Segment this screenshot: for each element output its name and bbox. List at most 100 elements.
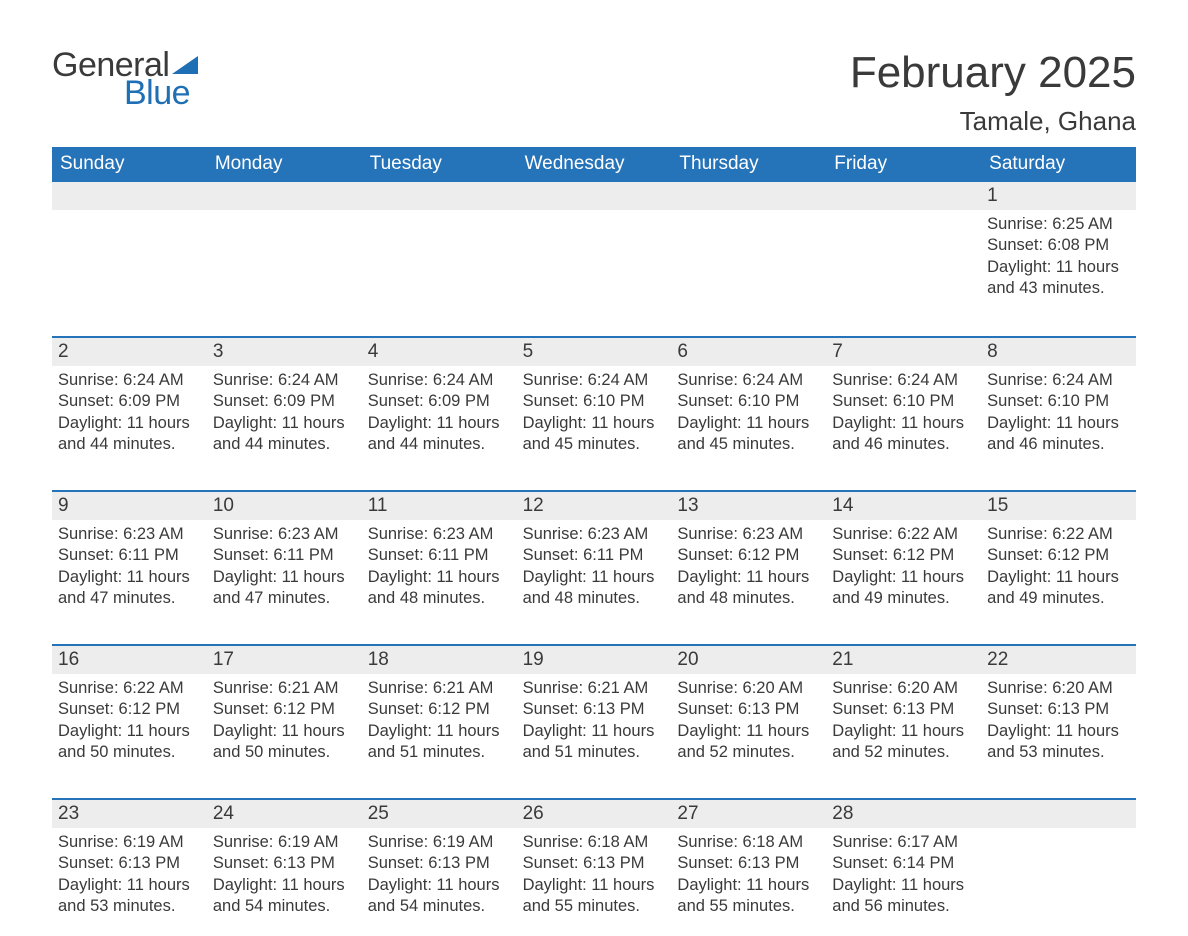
dow-tuesday: Tuesday	[362, 147, 517, 182]
days-of-week-header: Sunday Monday Tuesday Wednesday Thursday…	[52, 147, 1136, 182]
day-daylight1: Daylight: 11 hours	[519, 413, 666, 434]
day-daylight2: and 50 minutes.	[209, 742, 356, 763]
day-daylight2: and 48 minutes.	[673, 588, 820, 609]
day-sunrise: Sunrise: 6:23 AM	[519, 524, 666, 545]
calendar-day-cell: 6Sunrise: 6:24 AMSunset: 6:10 PMDaylight…	[671, 338, 826, 474]
calendar-week: 9Sunrise: 6:23 AMSunset: 6:11 PMDaylight…	[52, 490, 1136, 628]
day-sunrise: Sunrise: 6:23 AM	[673, 524, 820, 545]
day-number: 26	[517, 800, 672, 828]
day-daylight2: and 44 minutes.	[209, 434, 356, 455]
calendar-day-cell	[52, 182, 207, 320]
day-daylight1: Daylight: 11 hours	[364, 875, 511, 896]
calendar-day-cell: 2Sunrise: 6:24 AMSunset: 6:09 PMDaylight…	[52, 338, 207, 474]
day-number	[671, 182, 826, 210]
day-sunrise: Sunrise: 6:21 AM	[364, 678, 511, 699]
dow-sunday: Sunday	[52, 147, 207, 182]
day-number: 28	[826, 800, 981, 828]
day-daylight2: and 47 minutes.	[209, 588, 356, 609]
day-sunset: Sunset: 6:12 PM	[673, 545, 820, 566]
day-daylight2: and 44 minutes.	[364, 434, 511, 455]
day-daylight2: and 44 minutes.	[54, 434, 201, 455]
day-sunrise: Sunrise: 6:23 AM	[54, 524, 201, 545]
day-daylight2: and 54 minutes.	[364, 896, 511, 917]
day-daylight1: Daylight: 11 hours	[673, 875, 820, 896]
day-daylight1: Daylight: 11 hours	[519, 875, 666, 896]
day-sunrise: Sunrise: 6:24 AM	[828, 370, 975, 391]
calendar-day-cell: 14Sunrise: 6:22 AMSunset: 6:12 PMDayligh…	[826, 492, 981, 628]
day-sunrise: Sunrise: 6:19 AM	[54, 832, 201, 853]
day-daylight1: Daylight: 11 hours	[828, 567, 975, 588]
brand-triangle-icon	[172, 56, 198, 74]
day-sunrise: Sunrise: 6:24 AM	[364, 370, 511, 391]
day-number	[517, 182, 672, 210]
day-number: 5	[517, 338, 672, 366]
day-daylight1: Daylight: 11 hours	[519, 721, 666, 742]
day-sunset: Sunset: 6:13 PM	[519, 699, 666, 720]
day-sunset: Sunset: 6:10 PM	[983, 391, 1130, 412]
day-daylight1: Daylight: 11 hours	[54, 567, 201, 588]
day-sunset: Sunset: 6:09 PM	[209, 391, 356, 412]
day-sunrise: Sunrise: 6:24 AM	[673, 370, 820, 391]
calendar-day-cell	[981, 800, 1136, 936]
calendar-day-cell: 7Sunrise: 6:24 AMSunset: 6:10 PMDaylight…	[826, 338, 981, 474]
day-daylight1: Daylight: 11 hours	[828, 413, 975, 434]
day-number: 27	[671, 800, 826, 828]
title-block: February 2025 Tamale, Ghana	[850, 48, 1136, 137]
day-sunset: Sunset: 6:13 PM	[209, 853, 356, 874]
day-number: 8	[981, 338, 1136, 366]
day-sunset: Sunset: 6:12 PM	[364, 699, 511, 720]
day-daylight2: and 53 minutes.	[983, 742, 1130, 763]
day-number: 6	[671, 338, 826, 366]
day-sunset: Sunset: 6:12 PM	[54, 699, 201, 720]
calendar-week: 16Sunrise: 6:22 AMSunset: 6:12 PMDayligh…	[52, 644, 1136, 782]
day-daylight1: Daylight: 11 hours	[364, 721, 511, 742]
day-number: 14	[826, 492, 981, 520]
day-number	[826, 182, 981, 210]
calendar-day-cell: 27 Sunrise: 6:18 AMSunset: 6:13 PMDayligh…	[671, 800, 826, 936]
day-daylight2: and 45 minutes.	[519, 434, 666, 455]
day-sunrise: Sunrise: 6:18 AM	[673, 832, 820, 853]
day-daylight1: Daylight: 11 hours	[54, 875, 201, 896]
day-sunrise: Sunrise: 6:22 AM	[983, 524, 1130, 545]
day-number: 17	[207, 646, 362, 674]
calendar-day-cell	[826, 182, 981, 320]
day-sunset: Sunset: 6:14 PM	[828, 853, 975, 874]
day-sunset: Sunset: 6:09 PM	[364, 391, 511, 412]
day-daylight2: and 56 minutes.	[828, 896, 975, 917]
day-daylight2: and 55 minutes.	[519, 896, 666, 917]
day-daylight2: and 50 minutes.	[54, 742, 201, 763]
dow-monday: Monday	[207, 147, 362, 182]
calendar-day-cell: 4Sunrise: 6:24 AMSunset: 6:09 PMDaylight…	[362, 338, 517, 474]
page-header: General Blue February 2025 Tamale, Ghana	[52, 48, 1136, 137]
dow-wednesday: Wednesday	[517, 147, 672, 182]
day-daylight1: Daylight: 11 hours	[364, 413, 511, 434]
day-number: 9	[52, 492, 207, 520]
calendar-day-cell: 11Sunrise: 6:23 AMSunset: 6:11 PMDayligh…	[362, 492, 517, 628]
calendar-day-cell: 16Sunrise: 6:22 AMSunset: 6:12 PMDayligh…	[52, 646, 207, 782]
day-daylight2: and 49 minutes.	[828, 588, 975, 609]
day-sunrise: Sunrise: 6:24 AM	[209, 370, 356, 391]
day-daylight2: and 54 minutes.	[209, 896, 356, 917]
day-daylight1: Daylight: 11 hours	[54, 413, 201, 434]
day-sunset: Sunset: 6:12 PM	[209, 699, 356, 720]
day-daylight1: Daylight: 11 hours	[828, 875, 975, 896]
day-number: 10	[207, 492, 362, 520]
day-sunrise: Sunrise: 6:25 AM	[983, 214, 1130, 235]
day-daylight1: Daylight: 11 hours	[364, 567, 511, 588]
day-daylight2: and 51 minutes.	[519, 742, 666, 763]
day-daylight1: Daylight: 11 hours	[209, 567, 356, 588]
dow-saturday: Saturday	[981, 147, 1136, 182]
month-title: February 2025	[850, 48, 1136, 98]
day-sunrise: Sunrise: 6:24 AM	[519, 370, 666, 391]
day-daylight2: and 49 minutes.	[983, 588, 1130, 609]
day-sunrise: Sunrise: 6:23 AM	[364, 524, 511, 545]
day-number: 18	[362, 646, 517, 674]
day-number: 11	[362, 492, 517, 520]
calendar-day-cell: 22Sunrise: 6:20 AMSunset: 6:13 PMDayligh…	[981, 646, 1136, 782]
calendar-day-cell: 9Sunrise: 6:23 AMSunset: 6:11 PMDaylight…	[52, 492, 207, 628]
day-daylight2: and 51 minutes.	[364, 742, 511, 763]
day-number: 22	[981, 646, 1136, 674]
day-sunset: Sunset: 6:13 PM	[673, 853, 820, 874]
day-daylight1: Daylight: 11 hours	[673, 413, 820, 434]
day-daylight2: and 43 minutes.	[983, 278, 1130, 299]
